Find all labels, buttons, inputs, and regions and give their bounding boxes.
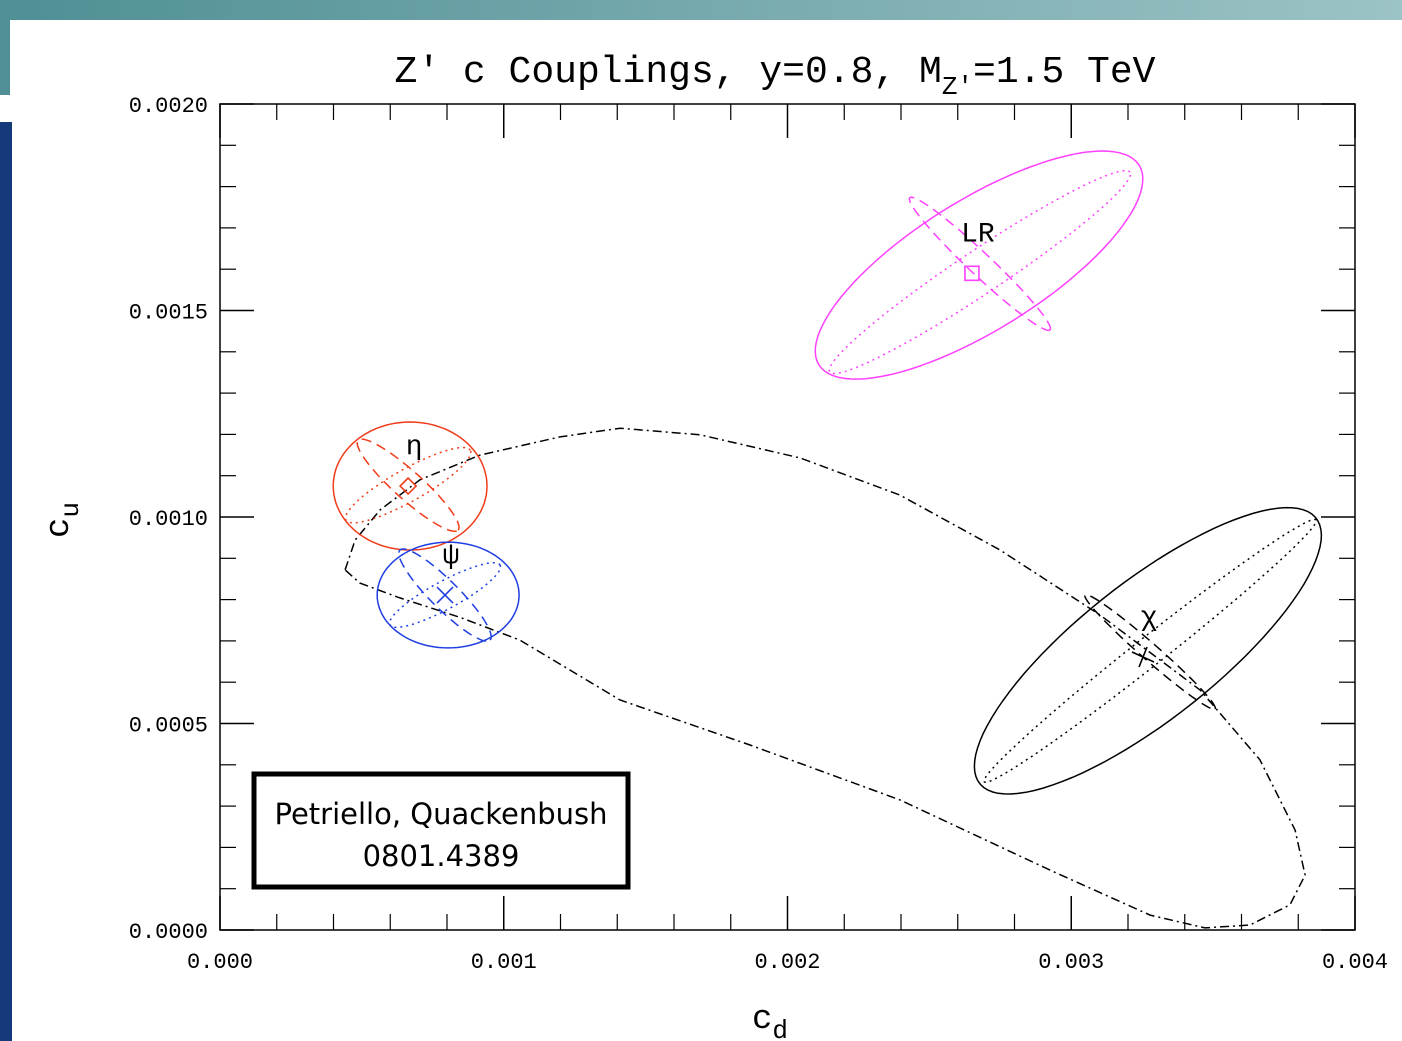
chart-title: Z′ c Couplings, y=0.8, MZ′=1.5 TeV (395, 51, 1156, 102)
x-tick-label: 0.001 (471, 950, 537, 975)
ellipse-solid (973, 506, 1323, 795)
point-label: η (406, 432, 423, 463)
x-tick-label: 0.002 (754, 950, 820, 975)
title-end: =1.5 TeV (973, 51, 1156, 94)
point-label: ψ (443, 541, 460, 572)
ellipse-dotted (388, 562, 502, 629)
point-marker (964, 265, 980, 282)
corner-bar (0, 0, 10, 95)
point-marker (436, 586, 454, 604)
annotation: 0801.4389 (363, 839, 520, 873)
y-label-text: c (41, 518, 79, 538)
y-tick-label: 0.0005 (129, 714, 208, 739)
point-marker (1131, 646, 1155, 668)
y-tick-label: 0.0010 (129, 507, 208, 532)
ellipse-solid (814, 150, 1144, 380)
y-label-subscript: u (56, 502, 86, 518)
x-tick-label: 0.004 (1322, 950, 1388, 975)
title-subscript: Z′ (942, 72, 973, 102)
ellipse-dashed (908, 196, 1052, 332)
top-bar (0, 0, 1402, 20)
y-axis-label: cu (41, 502, 86, 538)
ellipse-dotted (344, 446, 472, 524)
ellipse-dashed (356, 438, 460, 533)
point-label: χ (1141, 603, 1158, 634)
annotation: Petriello, Quackenbush (275, 797, 608, 831)
point-label: LR (961, 219, 995, 250)
y-tick-label: 0.0020 (129, 94, 208, 119)
ellipse-dashed (398, 548, 492, 642)
ellipse-dashed (1084, 594, 1217, 711)
point-marker (398, 476, 418, 496)
ellipse-dotted (828, 169, 1132, 375)
x-axis-label: cd (752, 1001, 788, 1041)
title-text: Z′ c Couplings, y=0.8, M (395, 51, 942, 94)
side-bar (0, 122, 12, 1041)
ellipse-dotted (983, 518, 1318, 783)
contour-curve (344, 427, 1306, 929)
x-label-text: c (752, 1001, 772, 1039)
y-tick-label: 0.0000 (129, 920, 208, 945)
x-label-subscript: d (772, 1016, 788, 1041)
x-tick-label: 0.000 (187, 950, 253, 975)
y-tick-label: 0.0015 (129, 301, 208, 326)
x-tick-label: 0.003 (1038, 950, 1104, 975)
annotation-box (251, 771, 631, 890)
